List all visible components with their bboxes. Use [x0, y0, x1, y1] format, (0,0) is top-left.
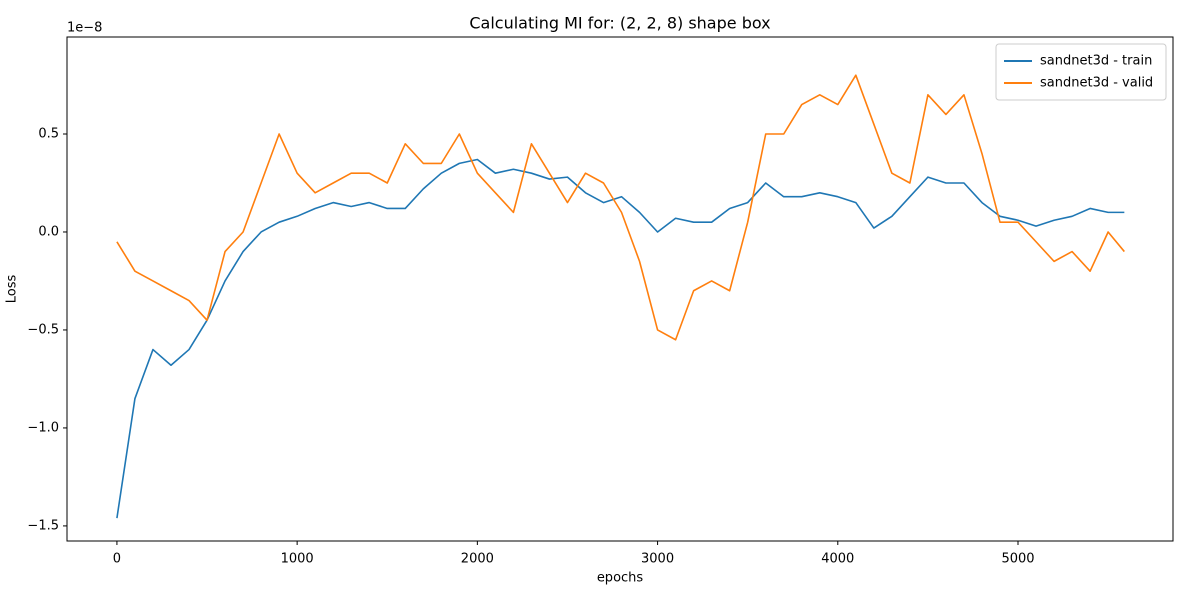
x-tick-label: 1000 — [281, 552, 314, 567]
x-tick-label: 0 — [113, 552, 121, 567]
x-axis-label: epochs — [597, 571, 644, 586]
y-tick-label: 0.5 — [38, 126, 59, 141]
x-tick-label: 4000 — [821, 552, 854, 567]
line-series — [116, 74, 1125, 341]
chart-title: Calculating MI for: (2, 2, 8) shape box — [469, 14, 770, 33]
line-series — [116, 158, 1125, 519]
x-tick-label: 2000 — [461, 552, 494, 567]
y-axis-label: Loss — [5, 275, 20, 304]
axis-offset: 1e−8 — [67, 21, 102, 36]
legend-label: sandnet3d - valid — [1040, 76, 1153, 91]
y-tick-label: −1.0 — [27, 420, 59, 435]
legend-label: sandnet3d - train — [1040, 54, 1152, 69]
legend-box — [995, 43, 1167, 101]
y-tick-label: 0.0 — [38, 224, 59, 239]
y-tick-label: −0.5 — [27, 322, 59, 337]
x-tick-label: 3000 — [641, 552, 674, 567]
y-tick-label: −1.5 — [27, 518, 59, 533]
x-tick-label: 5000 — [1001, 552, 1034, 567]
plot-frame — [66, 36, 1174, 542]
